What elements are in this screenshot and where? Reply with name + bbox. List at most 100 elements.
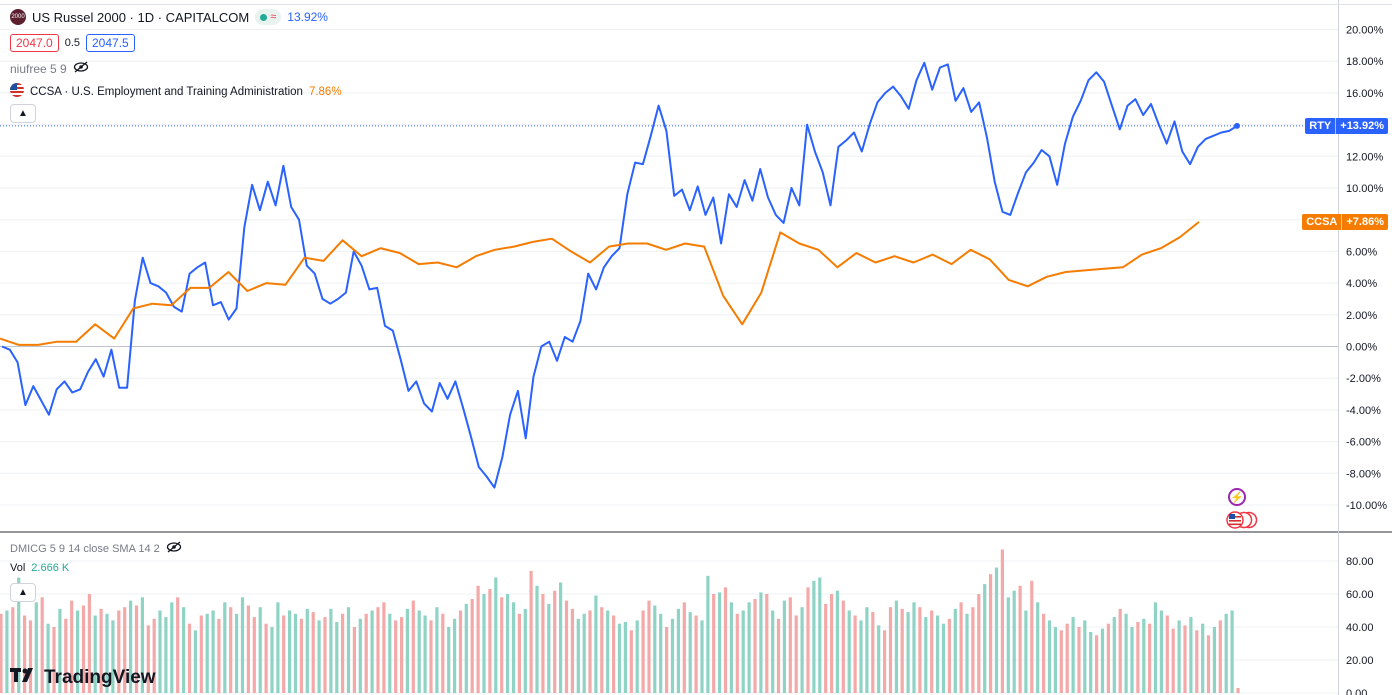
volume-bar bbox=[900, 608, 904, 693]
volume-bar bbox=[1124, 613, 1128, 693]
volume-bar bbox=[329, 608, 333, 693]
lower-indicator-legend[interactable]: DMICG 5 9 14 close SMA 14 2 bbox=[10, 541, 182, 556]
volume-bar bbox=[264, 623, 268, 693]
volume-bar bbox=[782, 600, 786, 693]
tradingview-logo-icon bbox=[10, 667, 38, 689]
volume-bar bbox=[994, 567, 999, 693]
chevron-up-icon: ▲ bbox=[18, 587, 28, 598]
legend-collapse-button[interactable]: ▲ bbox=[10, 104, 36, 123]
volume-bar bbox=[1006, 597, 1010, 693]
eye-slash-icon[interactable] bbox=[73, 61, 89, 76]
volume-bar bbox=[523, 608, 527, 693]
lower-collapse-button[interactable]: ▲ bbox=[10, 583, 36, 602]
indicator-legend[interactable]: niufree 5 9 bbox=[10, 61, 89, 76]
volume-bar bbox=[34, 602, 38, 694]
volume-bar bbox=[382, 602, 386, 694]
volume-bar bbox=[129, 600, 133, 693]
compare-change: 7.86% bbox=[308, 85, 342, 98]
volume-bar bbox=[229, 607, 233, 693]
volume-bar bbox=[81, 605, 86, 693]
volume-bar bbox=[541, 594, 545, 693]
volume-bar bbox=[223, 602, 227, 694]
volume-bar bbox=[311, 612, 315, 693]
price-lines bbox=[0, 61, 1240, 489]
volume-bar bbox=[659, 613, 663, 693]
volume-bar bbox=[1024, 610, 1028, 693]
price-tick-label: -6.00% bbox=[1346, 437, 1381, 449]
sell-price-button[interactable]: 2047.0 bbox=[10, 34, 59, 52]
volume-bar bbox=[841, 600, 845, 693]
volume-bar bbox=[1118, 608, 1122, 693]
rty-last-point bbox=[1234, 122, 1240, 129]
price-tick-label: 4.00% bbox=[1346, 278, 1377, 290]
rty-price-tag: RTY +13.92% bbox=[1305, 117, 1388, 134]
volume-tick-label: 80.00 bbox=[1346, 556, 1374, 568]
symbol-legend[interactable]: 2000 US Russel 2000 · 1D · CAPITALCOM ≈ … bbox=[10, 9, 328, 25]
price-tick-label: 20.00% bbox=[1346, 25, 1384, 37]
volume-legend[interactable]: Vol 2.666 K bbox=[10, 562, 69, 574]
volume-bar bbox=[941, 623, 946, 693]
volume-bar bbox=[99, 608, 103, 693]
volume-bar bbox=[429, 620, 433, 693]
volume-bar bbox=[1183, 625, 1187, 693]
volume-bar bbox=[1089, 632, 1093, 693]
chevron-up-icon: ▲ bbox=[18, 108, 28, 119]
tradingview-logo-text: TradingView bbox=[44, 667, 156, 688]
volume-bar bbox=[883, 630, 887, 693]
volume-bar bbox=[517, 613, 521, 693]
volume-bar bbox=[341, 613, 345, 693]
buy-price-button[interactable]: 2047.5 bbox=[86, 34, 135, 52]
volume-bar bbox=[1083, 620, 1087, 693]
volume-bar bbox=[688, 612, 692, 693]
volume-bar bbox=[1018, 585, 1022, 694]
volume-bar bbox=[123, 607, 127, 693]
volume-bar bbox=[464, 603, 468, 693]
compare-legend[interactable]: CCSA · U.S. Employment and Training Admi… bbox=[10, 83, 342, 100]
volume-bar bbox=[335, 622, 339, 693]
volume-bar bbox=[164, 617, 168, 693]
volume-bar bbox=[1165, 615, 1169, 693]
volume-bar bbox=[258, 607, 262, 693]
volume-bar bbox=[670, 618, 675, 694]
volume-bar bbox=[753, 599, 757, 693]
trade-prices: 2047.0 0.5 2047.5 bbox=[10, 34, 135, 52]
volume-bar bbox=[735, 613, 739, 693]
volume-bar bbox=[617, 623, 622, 693]
volume-bar bbox=[105, 613, 109, 693]
lightning-event-icon[interactable]: ⚡ bbox=[1228, 488, 1246, 506]
symbol-title[interactable]: US Russel 2000 · 1D · CAPITALCOM bbox=[32, 9, 250, 25]
volume-bar bbox=[529, 570, 533, 693]
volume-bar bbox=[187, 623, 192, 693]
wave-icon: ≈ bbox=[270, 11, 277, 23]
volume-bar bbox=[871, 612, 875, 693]
eye-slash-icon[interactable] bbox=[166, 541, 182, 556]
volume-bar bbox=[612, 615, 616, 693]
volume-bar bbox=[1177, 620, 1181, 693]
volume-bar bbox=[953, 608, 957, 693]
volume-bar bbox=[547, 603, 551, 693]
volume-bar bbox=[1136, 622, 1140, 693]
volume-bar bbox=[117, 610, 121, 693]
price-tick-label: 6.00% bbox=[1346, 246, 1377, 258]
rty-tag-value: +13.92% bbox=[1340, 119, 1384, 132]
volume-bar bbox=[276, 602, 280, 694]
volume-bar bbox=[182, 607, 186, 693]
market-status-badge[interactable]: ≈ bbox=[255, 9, 282, 25]
economic-events-icon[interactable] bbox=[1226, 511, 1258, 529]
volume-bar bbox=[146, 625, 150, 693]
volume-bar bbox=[1059, 630, 1063, 693]
volume-bar bbox=[170, 602, 174, 694]
volume-tick-label: 20.00 bbox=[1346, 655, 1374, 667]
volume-bar bbox=[865, 607, 869, 693]
volume-bar bbox=[906, 612, 910, 693]
volume-bar bbox=[747, 602, 751, 694]
volume-tick-label: 40.00 bbox=[1346, 622, 1374, 634]
ccsa-tag-symbol: CCSA bbox=[1302, 213, 1343, 230]
volume-bar bbox=[682, 602, 686, 694]
tradingview-logo[interactable]: TradingView bbox=[10, 667, 156, 689]
volume-bar bbox=[936, 615, 940, 693]
volume-bar bbox=[352, 627, 356, 693]
